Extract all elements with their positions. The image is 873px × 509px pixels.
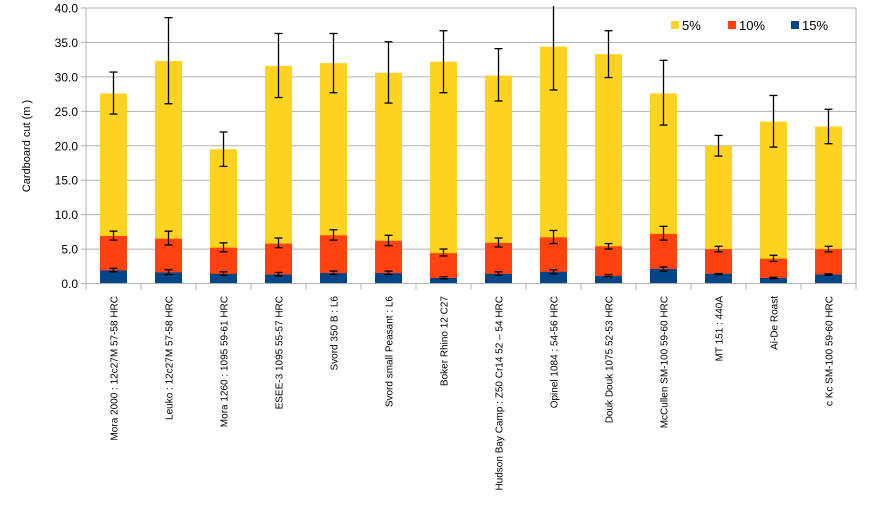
x-axis-labels: Mora 2000 : 12c27M 57-58 HRC Leuko : 12c2… (110, 296, 836, 491)
x-tick-label: Mora 2000 : 12c27M 57-58 HRC (110, 296, 121, 441)
y-tick-label: 0.0 (61, 277, 78, 291)
x-tick-label: Boker Rhino 12 C27 (440, 296, 451, 386)
bar-15pct (375, 273, 402, 284)
bar-15pct (265, 274, 292, 284)
x-tick-label: ESEE-3 1095 55-57 HRC (275, 296, 286, 409)
legend-swatch-5pct (671, 21, 679, 29)
axes (85, 8, 857, 290)
x-tick-label: Leuko : 12c27M 57-58 HRC (165, 296, 176, 420)
bar-15pct (430, 277, 457, 284)
x-tick-label: Opinel 1084 : 54-56 HRC (550, 296, 561, 408)
y-tick-label: 40.0 (55, 2, 79, 16)
legend-label: 5% (682, 18, 701, 33)
x-tick-label: Svord 350 B : L6 (330, 296, 341, 371)
bar-15pct (485, 273, 512, 284)
bars (100, 46, 842, 284)
y-tick-label: 35.0 (55, 36, 79, 50)
legend-swatch-15pct (791, 21, 799, 29)
y-tick-label: 25.0 (55, 105, 79, 119)
y-tick-label: 30.0 (55, 70, 79, 84)
bar-15pct (210, 273, 237, 284)
y-tick-label: 15.0 (55, 174, 79, 188)
x-tick-label: Hudson Bay Camp : Z50 Cr14 52 – 54 HRC (495, 296, 506, 491)
gridlines (86, 7, 856, 284)
y-axis-label: Cardboard cut (m ) (21, 100, 33, 192)
y-tick-label: 5.0 (61, 243, 78, 257)
y-tick-label: 20.0 (55, 139, 79, 153)
bar-15pct (705, 273, 732, 284)
x-tick-label: Svord small Peasant : L6 (385, 296, 396, 408)
y-axis-ticks: 0.0 5.0 10.0 15.0 20.0 25.0 30.0 35.0 40.0 (55, 2, 86, 291)
bar-15pct (320, 273, 347, 284)
x-tick-label: c Kc SM-100 59-60 HRC (825, 296, 836, 406)
bar-5pct (430, 61, 457, 284)
legend-swatch-10pct (728, 21, 736, 29)
x-tick-label: Douk Douk 1075 52-53 HRC (605, 296, 616, 423)
x-tick-label: Ai-De Roast (770, 296, 781, 350)
x-tick-label: MT 151 : 440A (715, 296, 726, 362)
error-bars (109, 6, 833, 280)
bar-15pct (595, 275, 622, 284)
legend-background (660, 10, 855, 40)
bar-15pct (540, 271, 567, 284)
x-tick-label: McCullen SM-100 59-60 HRC (660, 296, 671, 428)
y-tick-label: 10.0 (55, 208, 79, 222)
bar-15pct (155, 272, 182, 284)
legend: 5% 10% 15% (660, 10, 855, 40)
legend-label: 15% (802, 18, 828, 33)
bar-15pct (100, 270, 127, 284)
legend-label: 10% (739, 18, 765, 33)
x-tick-label: Mora 1260 : 1095 59-61 HRC (220, 296, 231, 427)
bar-15pct (650, 269, 677, 284)
bar-15pct (760, 277, 787, 284)
bar-15pct (815, 274, 842, 284)
